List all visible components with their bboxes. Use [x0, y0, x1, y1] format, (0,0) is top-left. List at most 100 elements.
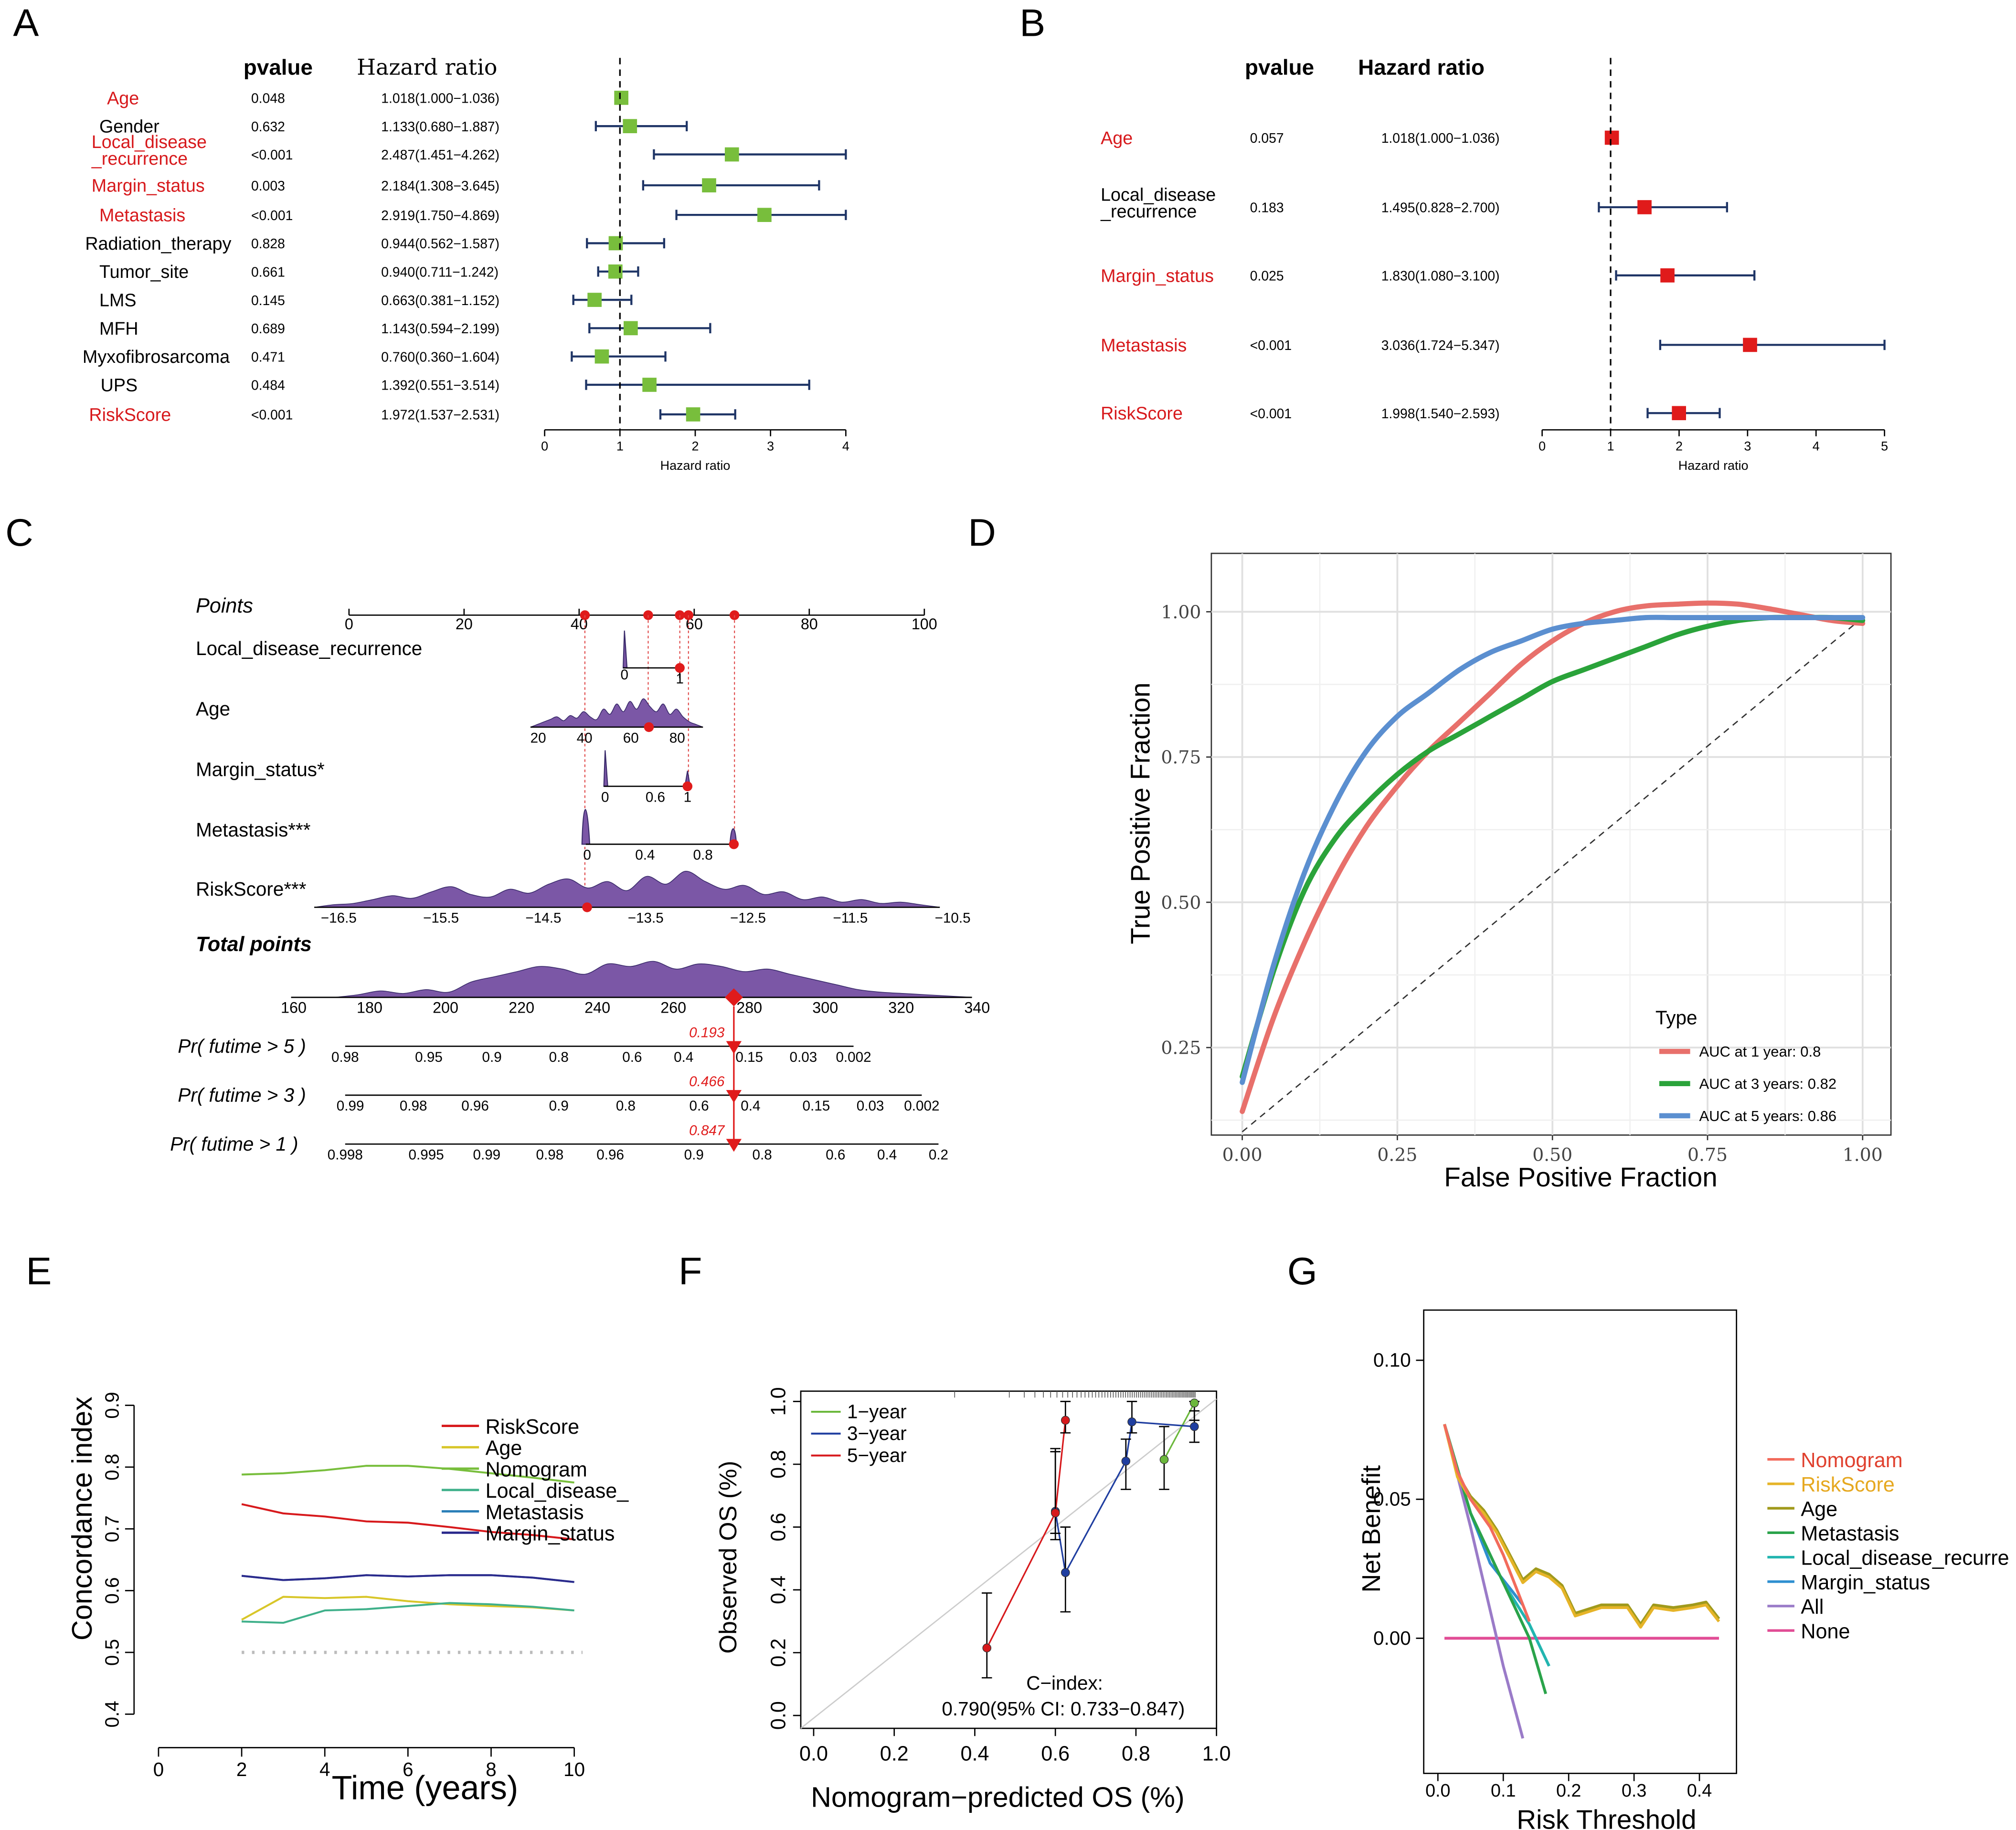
survival-tick-label: 0.15: [735, 1049, 763, 1065]
calibration-line: [1163, 1402, 1195, 1460]
series-line: [242, 1465, 574, 1484]
survival-tick-label: 0.98: [331, 1049, 359, 1065]
y-tick-label: 0.75: [1161, 747, 1201, 768]
variable-marker: [682, 781, 693, 792]
x-tick-label: 0.0: [799, 1742, 828, 1765]
row-pvalue: 0.689: [251, 321, 285, 336]
variable-tick-label: 1: [684, 789, 692, 805]
net-benefit-curve: [1443, 1424, 1720, 1626]
legend-label: Age: [486, 1437, 522, 1460]
calibration-point: [982, 1643, 992, 1652]
row-hr-text: 0.663(0.381−1.152): [381, 293, 499, 308]
row-pvalue: <0.001: [251, 208, 293, 223]
row-hr-text: 2.919(1.750−4.869): [381, 208, 499, 223]
variable-tick-label: −14.5: [525, 910, 561, 926]
plot-frame: [800, 1390, 1218, 1729]
x-tick-label: 0.1: [1491, 1780, 1516, 1800]
legend-label: RiskScore: [486, 1416, 579, 1439]
panel-letter-g: G: [1287, 1250, 1317, 1293]
x-tick-label: 1: [1607, 439, 1614, 453]
variable-marker: [675, 663, 685, 673]
row-hr-text: 1.998(1.540−2.593): [1381, 406, 1500, 421]
hr-marker: [1604, 130, 1619, 145]
plot-frame: [1210, 552, 1892, 1136]
row-hr-text: 1.133(0.680−1.887): [381, 119, 499, 134]
y-tick-label: 0.9: [101, 1392, 123, 1418]
survival-tick-label: 0.4: [877, 1147, 897, 1163]
row-label: Myxofibrosarcoma: [83, 347, 230, 367]
x-tick-label: 0: [541, 439, 548, 453]
panel-a-forest-plot: pvalue Hazard ratio Age 0.048 1.018(1.000−1.…: [83, 54, 849, 473]
points-label: Points: [196, 594, 253, 617]
survival-tick-label: 0.002: [904, 1098, 939, 1114]
row-hr-text: 1.018(1.000−1.036): [381, 91, 499, 106]
x-tick-label: 0.4: [1687, 1780, 1712, 1800]
row-hr-text: 2.184(1.308−3.645): [381, 178, 499, 193]
survival-tick-label: 0.96: [461, 1098, 489, 1114]
survival-tick-label: 0.98: [400, 1098, 427, 1114]
calibration-point: [1159, 1455, 1169, 1464]
variable-tick-label: 0: [583, 847, 591, 863]
y-axis-label: Observed OS (%): [714, 1461, 742, 1654]
total-tick-label: 340: [964, 999, 990, 1016]
panel-b-forest-plot: pvalue Hazard ratio Age 0.057 1.018(1.000−1.…: [1100, 55, 1888, 473]
pvalue-header: pvalue: [244, 55, 313, 79]
total-tick-label: 320: [888, 999, 914, 1016]
x-axis-label: Time (years): [332, 1769, 519, 1806]
survival-tick-label: 0.9: [549, 1098, 569, 1114]
row-label: Metastasis: [99, 205, 185, 225]
panel-e-concordance-plot: 0.4 0.5 0.6 0.7 0.8 0.9 0 2 4 6 8 10 Time (years) Con…: [66, 1392, 629, 1806]
legend-label: Nomogram: [1801, 1449, 1902, 1472]
total-tick-label: 160: [281, 999, 307, 1016]
net-benefit-curve: [1443, 1424, 1531, 1622]
variable-marker: [582, 902, 592, 912]
x-tick-label: 2: [1676, 439, 1683, 453]
row-hr-text: 1.018(1.000−1.036): [1381, 130, 1500, 146]
row-pvalue: 0.145: [251, 293, 285, 308]
panel-letter-a: A: [13, 1, 39, 44]
annotation-line-1: C−index:: [1026, 1672, 1103, 1694]
y-tick-label: 0.5: [101, 1639, 123, 1666]
net-benefit-curve: [1443, 1424, 1720, 1629]
row-hr-text: 0.760(0.360−1.604): [381, 349, 499, 364]
legend-label: 3−year: [847, 1422, 907, 1444]
row-label: Local_disease: [1101, 184, 1216, 204]
y-axis-label: True Positive Fraction: [1125, 682, 1156, 944]
row-label: Gender: [99, 116, 159, 137]
y-tick-label: 1.00: [1161, 602, 1201, 623]
hazard-ratio-header: Hazard ratio: [357, 54, 497, 80]
legend-title: Type: [1655, 1007, 1698, 1029]
survival-tick-label: 0.002: [836, 1049, 871, 1065]
variable-tick-label: 0: [620, 667, 628, 683]
panel-letter-b: B: [1019, 1, 1045, 44]
variable-tick-label: −15.5: [423, 910, 459, 926]
legend-label: Age: [1801, 1498, 1837, 1521]
survival-tick-label: 0.8: [753, 1147, 772, 1163]
variable-tick-label: 1: [676, 671, 684, 687]
x-tick-label: 0.25: [1377, 1144, 1417, 1165]
hr-marker: [724, 147, 739, 162]
calibration-line: [1054, 1421, 1195, 1574]
y-tick-label: 0.05: [1373, 1488, 1411, 1510]
hr-marker: [624, 321, 638, 336]
total-tick-label: 240: [584, 999, 610, 1016]
row-pvalue: 0.057: [1250, 130, 1284, 146]
row-pvalue: 0.003: [251, 178, 285, 193]
legend-label: None: [1801, 1620, 1850, 1643]
series-line: [241, 1503, 574, 1541]
points-tick-label: 0: [345, 615, 353, 633]
y-tick-label: 0.25: [1161, 1037, 1201, 1058]
density-spike: [581, 809, 591, 845]
calibration-line: [986, 1420, 1066, 1649]
legend-label: 5−year: [847, 1444, 907, 1466]
net-benefit-curve: [1443, 1424, 1548, 1694]
x-tick-label: 0.2: [880, 1742, 909, 1765]
row-label: _recurrence: [1100, 201, 1197, 222]
x-tick-label: 0.6: [1041, 1742, 1070, 1765]
panel-letter-f: F: [679, 1250, 702, 1293]
survival-tick-label: 0.03: [790, 1049, 817, 1065]
x-tick-label: 0.0: [1425, 1780, 1450, 1800]
calibration-point: [1127, 1417, 1136, 1427]
